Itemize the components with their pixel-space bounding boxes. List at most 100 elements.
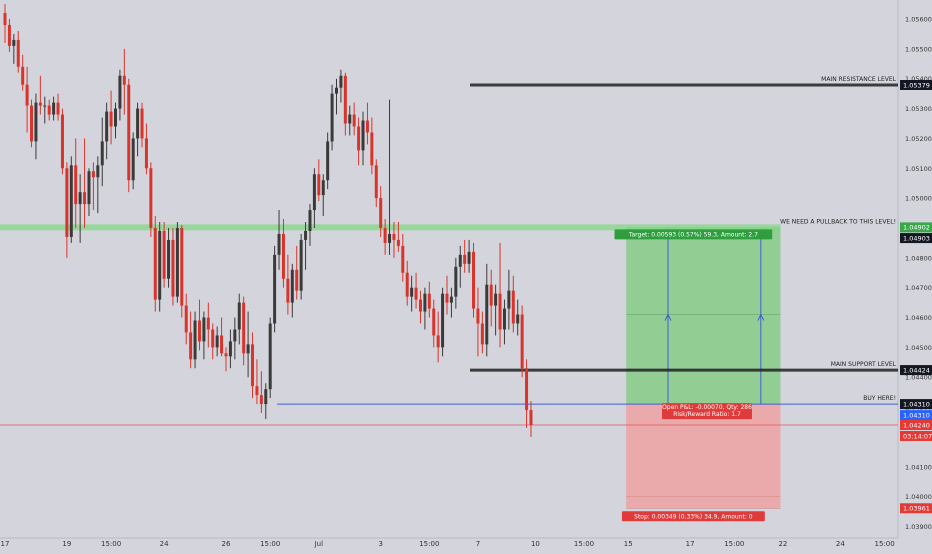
candle-body xyxy=(21,66,25,85)
candle-body xyxy=(348,114,352,124)
candle-body xyxy=(189,332,193,360)
candle-body xyxy=(206,317,210,330)
candle-body xyxy=(3,13,7,25)
horizontal-levels: MAIN RESISTANCE LEVEL WE NEED A PULLBACK … xyxy=(0,76,898,426)
candle-body xyxy=(202,317,206,342)
candle-body xyxy=(520,314,524,369)
candle-body xyxy=(335,87,338,94)
candle-body xyxy=(357,126,361,151)
candle-body xyxy=(7,24,11,46)
candle-body xyxy=(122,75,126,85)
candle-body xyxy=(233,329,237,342)
candle-body xyxy=(467,251,471,264)
candle-body xyxy=(96,165,100,178)
time-tick-label: 15:00 xyxy=(101,540,121,548)
time-tick-label: 15 xyxy=(624,540,633,548)
candle-body xyxy=(290,269,294,303)
candle-body xyxy=(197,320,201,342)
candle-body xyxy=(427,293,431,309)
candle-body xyxy=(251,344,255,387)
candle-body xyxy=(131,138,135,181)
candle-body xyxy=(304,230,308,240)
projection-mid-arrow-1 xyxy=(757,313,765,321)
time-tick-label: 3 xyxy=(378,540,382,548)
time-tick-label: Jul xyxy=(314,540,324,548)
candle-body xyxy=(180,227,184,306)
candle-body xyxy=(458,254,462,267)
candle-body xyxy=(56,102,60,115)
candle-body xyxy=(140,108,144,139)
candle-body xyxy=(277,233,281,255)
candle-body xyxy=(374,165,378,199)
candle-body xyxy=(317,174,321,196)
time-tick-label: 15:00 xyxy=(260,540,280,548)
candle-body xyxy=(454,266,458,297)
candle-body xyxy=(423,293,427,312)
support-level-label: MAIN SUPPORT LEVEL xyxy=(831,361,897,368)
candle-body xyxy=(286,278,290,303)
candle-body xyxy=(507,290,511,309)
price-tag-4-bg xyxy=(900,365,932,376)
price-tick-label: 1.04100 xyxy=(905,463,932,471)
price-tick-label: 1.05100 xyxy=(905,165,932,173)
candle-body xyxy=(502,308,506,330)
candle-body xyxy=(34,102,38,142)
candle-body xyxy=(184,305,188,333)
candle-body xyxy=(449,296,453,303)
candle-body xyxy=(237,302,241,330)
candle-body xyxy=(268,323,272,390)
candle-body xyxy=(91,171,95,178)
candle-body xyxy=(153,227,157,300)
stop-label-bg xyxy=(621,511,765,522)
candle-body xyxy=(418,299,422,312)
candle-body xyxy=(105,111,109,142)
price-tick-label: 1.04700 xyxy=(905,284,932,292)
candle-body xyxy=(392,233,396,240)
candle-body xyxy=(127,84,131,181)
candle-body xyxy=(529,410,533,425)
candle-body xyxy=(69,165,73,237)
candle-body xyxy=(43,105,47,107)
price-tag-7-bg xyxy=(900,419,932,430)
candle-body xyxy=(242,302,246,354)
candle-body xyxy=(485,284,489,345)
price-tag-9-bg xyxy=(900,503,932,514)
candle-body xyxy=(264,389,268,405)
candle-body xyxy=(370,132,374,166)
candle-body xyxy=(405,272,409,297)
candle-body xyxy=(401,245,405,273)
price-tag-4: 1.04424 xyxy=(903,366,930,374)
time-tick-label: 22 xyxy=(778,540,787,548)
candle-body xyxy=(246,344,250,354)
candle-body xyxy=(343,75,347,124)
candle-body xyxy=(83,192,87,205)
price-tick-label: 1.04600 xyxy=(905,314,932,322)
time-tick-label: 19 xyxy=(62,540,71,548)
candle-body xyxy=(472,251,476,309)
price-tick-label: 1.05600 xyxy=(905,16,932,24)
candle-body xyxy=(308,210,312,231)
time-tick-label: 17 xyxy=(686,540,695,548)
price-tag-8: 03:14:07 xyxy=(903,432,932,440)
time-tick-label: 15:00 xyxy=(419,540,439,548)
price-tick-label: 1.05200 xyxy=(905,135,932,143)
time-tick-label: 26 xyxy=(222,540,231,548)
candle-body xyxy=(78,192,82,205)
candle-body xyxy=(158,230,162,300)
candle-body xyxy=(215,335,219,348)
candle-body xyxy=(379,198,383,228)
open-pnl-label: Open P&L: -0.00070, Qty: 286 xyxy=(662,404,752,411)
candle-body xyxy=(410,287,414,297)
price-tick-label: 1.04500 xyxy=(905,344,932,352)
candle-body xyxy=(489,284,493,306)
candle-body xyxy=(352,114,356,127)
candle-body xyxy=(25,84,29,106)
price-tag-8-bg xyxy=(900,430,932,441)
candle-body xyxy=(228,341,232,357)
price-tag-9: 1.03961 xyxy=(903,505,930,513)
price-tick-label: 1.04400 xyxy=(905,374,932,382)
candle-body xyxy=(361,120,365,151)
candle-body xyxy=(30,105,34,142)
